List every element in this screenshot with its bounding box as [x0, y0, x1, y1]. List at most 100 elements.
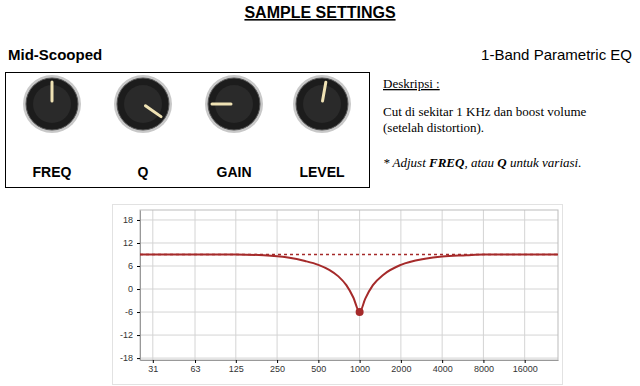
- plot-frame: [140, 210, 558, 360]
- knob-body: [117, 78, 169, 130]
- tick-mark: [442, 360, 443, 363]
- tick-label: 250: [270, 364, 285, 374]
- knob-label: Q: [138, 164, 149, 180]
- knob-ring: [23, 75, 81, 133]
- tick-label: 16000: [513, 364, 538, 374]
- tick: 125: [229, 360, 244, 374]
- tick-label: 1000: [350, 364, 370, 374]
- tick: 18: [123, 215, 140, 225]
- knob-cap: [124, 85, 162, 123]
- tick-label: -6: [125, 307, 133, 317]
- chart-panel: [113, 205, 563, 385]
- knob-ring: [114, 75, 172, 133]
- description-heading: Deskripsi :: [383, 76, 440, 91]
- description-note: * Adjust FREQ, atau Q untuk variasi.: [383, 155, 581, 170]
- knob-body: [296, 78, 348, 130]
- knob-pointer: [145, 106, 161, 117]
- note-part: * Adjust: [383, 155, 429, 170]
- knob-label: GAIN: [217, 164, 252, 180]
- plot-area: [140, 255, 558, 317]
- tick-mark: [318, 360, 319, 363]
- tick-mark: [525, 360, 526, 363]
- tick-mark: [236, 360, 237, 363]
- tick-label: 2000: [391, 364, 411, 374]
- x-axis: 31 63 125 250 500 1000 2000 4000 8000 16000: [141, 360, 559, 374]
- tick: 16000: [513, 360, 538, 374]
- tick: 8000: [474, 360, 494, 374]
- tick-label: 63: [191, 364, 201, 374]
- description-line: (setelah distortion).: [383, 120, 484, 135]
- tick-mark: [137, 243, 140, 244]
- knob-cap: [303, 85, 341, 123]
- grid-line-y: [140, 266, 558, 267]
- tick: 12: [123, 238, 140, 248]
- axis-line: [141, 360, 559, 361]
- note-part: untuk variasi.: [507, 155, 582, 170]
- tick-label: 12: [123, 238, 133, 248]
- tick: 0: [128, 284, 140, 294]
- tick-mark: [137, 266, 140, 267]
- note-part: , atau: [464, 155, 497, 170]
- page-title: SAMPLE SETTINGS: [244, 4, 395, 21]
- tick-label: 31: [148, 364, 158, 374]
- tick-mark: [137, 358, 140, 359]
- tick: 250: [270, 360, 285, 374]
- tick-label: 125: [229, 364, 244, 374]
- tick-label: -12: [120, 330, 133, 340]
- page: SAMPLE SETTINGS Mid-Scooped 1-Band Paramet…: [0, 0, 640, 386]
- tick-mark: [137, 335, 140, 336]
- grid-line-x: [359, 210, 360, 360]
- knob-ring: [205, 75, 263, 133]
- grid-line-x: [152, 210, 153, 360]
- grid: [140, 210, 558, 360]
- knob-body: [208, 78, 260, 130]
- knob-body: [26, 78, 78, 130]
- tick-mark: [401, 360, 402, 363]
- settings-box: [6, 73, 370, 188]
- tick-label: 8000: [474, 364, 494, 374]
- knob: [205, 75, 263, 133]
- tick: 6: [128, 261, 140, 271]
- tick: 63: [191, 360, 201, 374]
- tick-mark: [277, 360, 278, 363]
- grid-line-x: [442, 210, 443, 360]
- grid-line-y: [140, 335, 558, 336]
- knob-pointer: [51, 82, 54, 101]
- tick: 500: [311, 360, 326, 374]
- tick-mark: [483, 360, 484, 363]
- note-part: FREQ: [428, 155, 465, 170]
- tick: 4000: [433, 360, 453, 374]
- tick-mark: [360, 360, 361, 363]
- grid-line-x: [483, 210, 484, 360]
- tick-mark: [137, 220, 140, 221]
- grid-line-x: [318, 210, 319, 360]
- knob-label: LEVEL: [299, 164, 345, 180]
- y-axis: 18 12 6 0 -6 -12 -18: [120, 211, 141, 364]
- tick: -18: [120, 353, 140, 363]
- grid-line-x: [195, 210, 196, 360]
- tick-label: 18: [123, 215, 133, 225]
- tick-mark: [137, 312, 140, 313]
- tick: -6: [125, 307, 140, 317]
- eq-curve: [140, 255, 558, 313]
- grid-line-y: [140, 219, 558, 220]
- axis-line: [140, 211, 141, 361]
- tick: 2000: [391, 360, 411, 374]
- grid-line-y: [140, 312, 558, 313]
- description-line: Cut di sekitar 1 KHz dan boost volume: [383, 104, 587, 119]
- device-name: 1-Band Parametric EQ: [481, 46, 632, 63]
- preset-name: Mid-Scooped: [8, 46, 102, 63]
- grid-line-y: [140, 242, 558, 243]
- grid-line-x: [524, 210, 525, 360]
- knob: [114, 75, 172, 133]
- grid-line-x: [235, 210, 236, 360]
- tick-label: 4000: [433, 364, 453, 374]
- knob-ring: [293, 75, 351, 133]
- tick-mark: [137, 289, 140, 290]
- tick-label: 500: [311, 364, 326, 374]
- tick-label: 0: [128, 284, 133, 294]
- knob: [23, 75, 81, 133]
- knob-label: FREQ: [33, 164, 72, 180]
- grid-line-x: [277, 210, 278, 360]
- knob-pointer: [212, 103, 231, 106]
